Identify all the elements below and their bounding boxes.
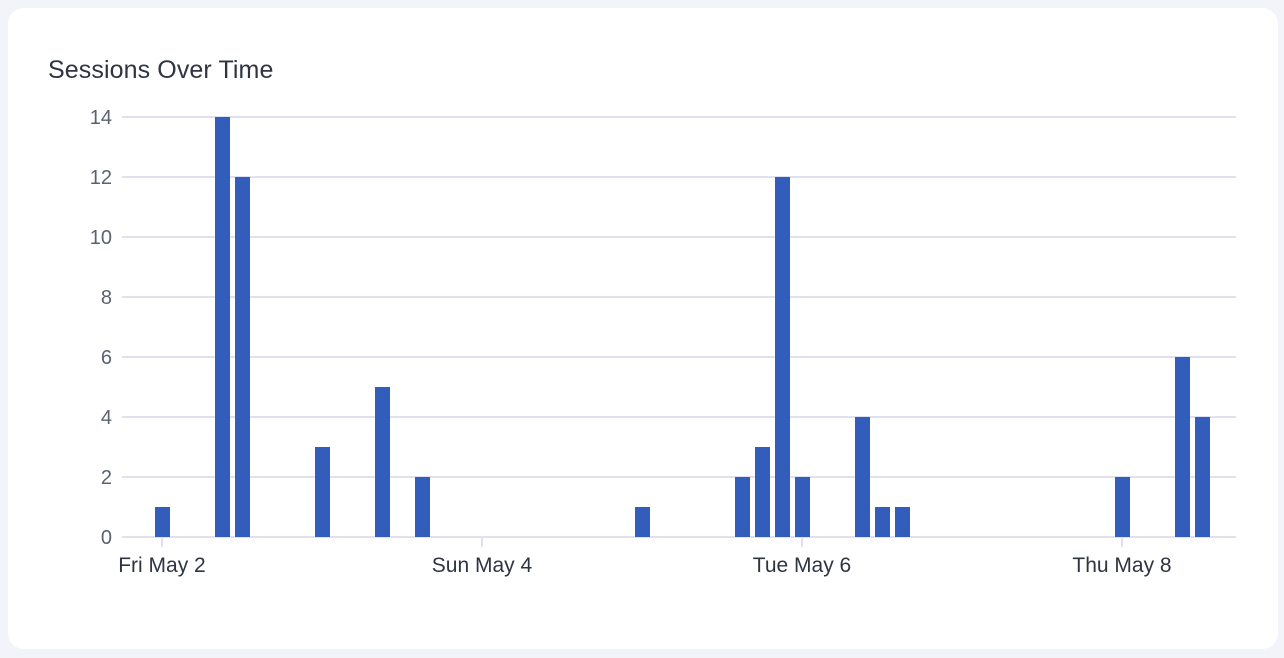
bar[interactable]: [1195, 417, 1210, 537]
y-tick-label: 6: [101, 347, 112, 369]
bar[interactable]: [415, 477, 430, 537]
x-tick-label: Sun May 4: [432, 554, 533, 577]
bar[interactable]: [375, 387, 390, 537]
bar[interactable]: [875, 507, 890, 537]
bar[interactable]: [755, 447, 770, 537]
bar[interactable]: [855, 417, 870, 537]
x-axis: Fri May 2 Sun May 4 Tue May 6 Thu May 8: [118, 537, 1172, 577]
y-tick-label: 4: [101, 407, 112, 429]
bar[interactable]: [735, 477, 750, 537]
y-tick-label: 10: [90, 227, 112, 249]
y-tick-label: 14: [90, 107, 112, 129]
x-tick-label: Fri May 2: [118, 554, 206, 577]
y-tick-label: 2: [101, 467, 112, 489]
bar[interactable]: [315, 447, 330, 537]
bar[interactable]: [1115, 477, 1130, 537]
bar[interactable]: [895, 507, 910, 537]
x-tick-label: Thu May 8: [1072, 554, 1171, 577]
bar[interactable]: [635, 507, 650, 537]
y-tick-label: 12: [90, 167, 112, 189]
y-tick-label: 8: [101, 287, 112, 309]
bar[interactable]: [155, 507, 170, 537]
bar[interactable]: [795, 477, 810, 537]
y-tick-label: 0: [101, 527, 112, 549]
bar[interactable]: [215, 117, 230, 537]
bar[interactable]: [775, 177, 790, 537]
x-tick-label: Tue May 6: [753, 554, 851, 577]
chart-title: Sessions Over Time: [48, 56, 274, 84]
bars: [155, 117, 1210, 537]
y-axis-labels: 0 2 4 6 8 10 12 14: [90, 107, 112, 549]
bar[interactable]: [235, 177, 250, 537]
bar[interactable]: [1175, 357, 1190, 537]
gridlines: [122, 116, 1236, 538]
